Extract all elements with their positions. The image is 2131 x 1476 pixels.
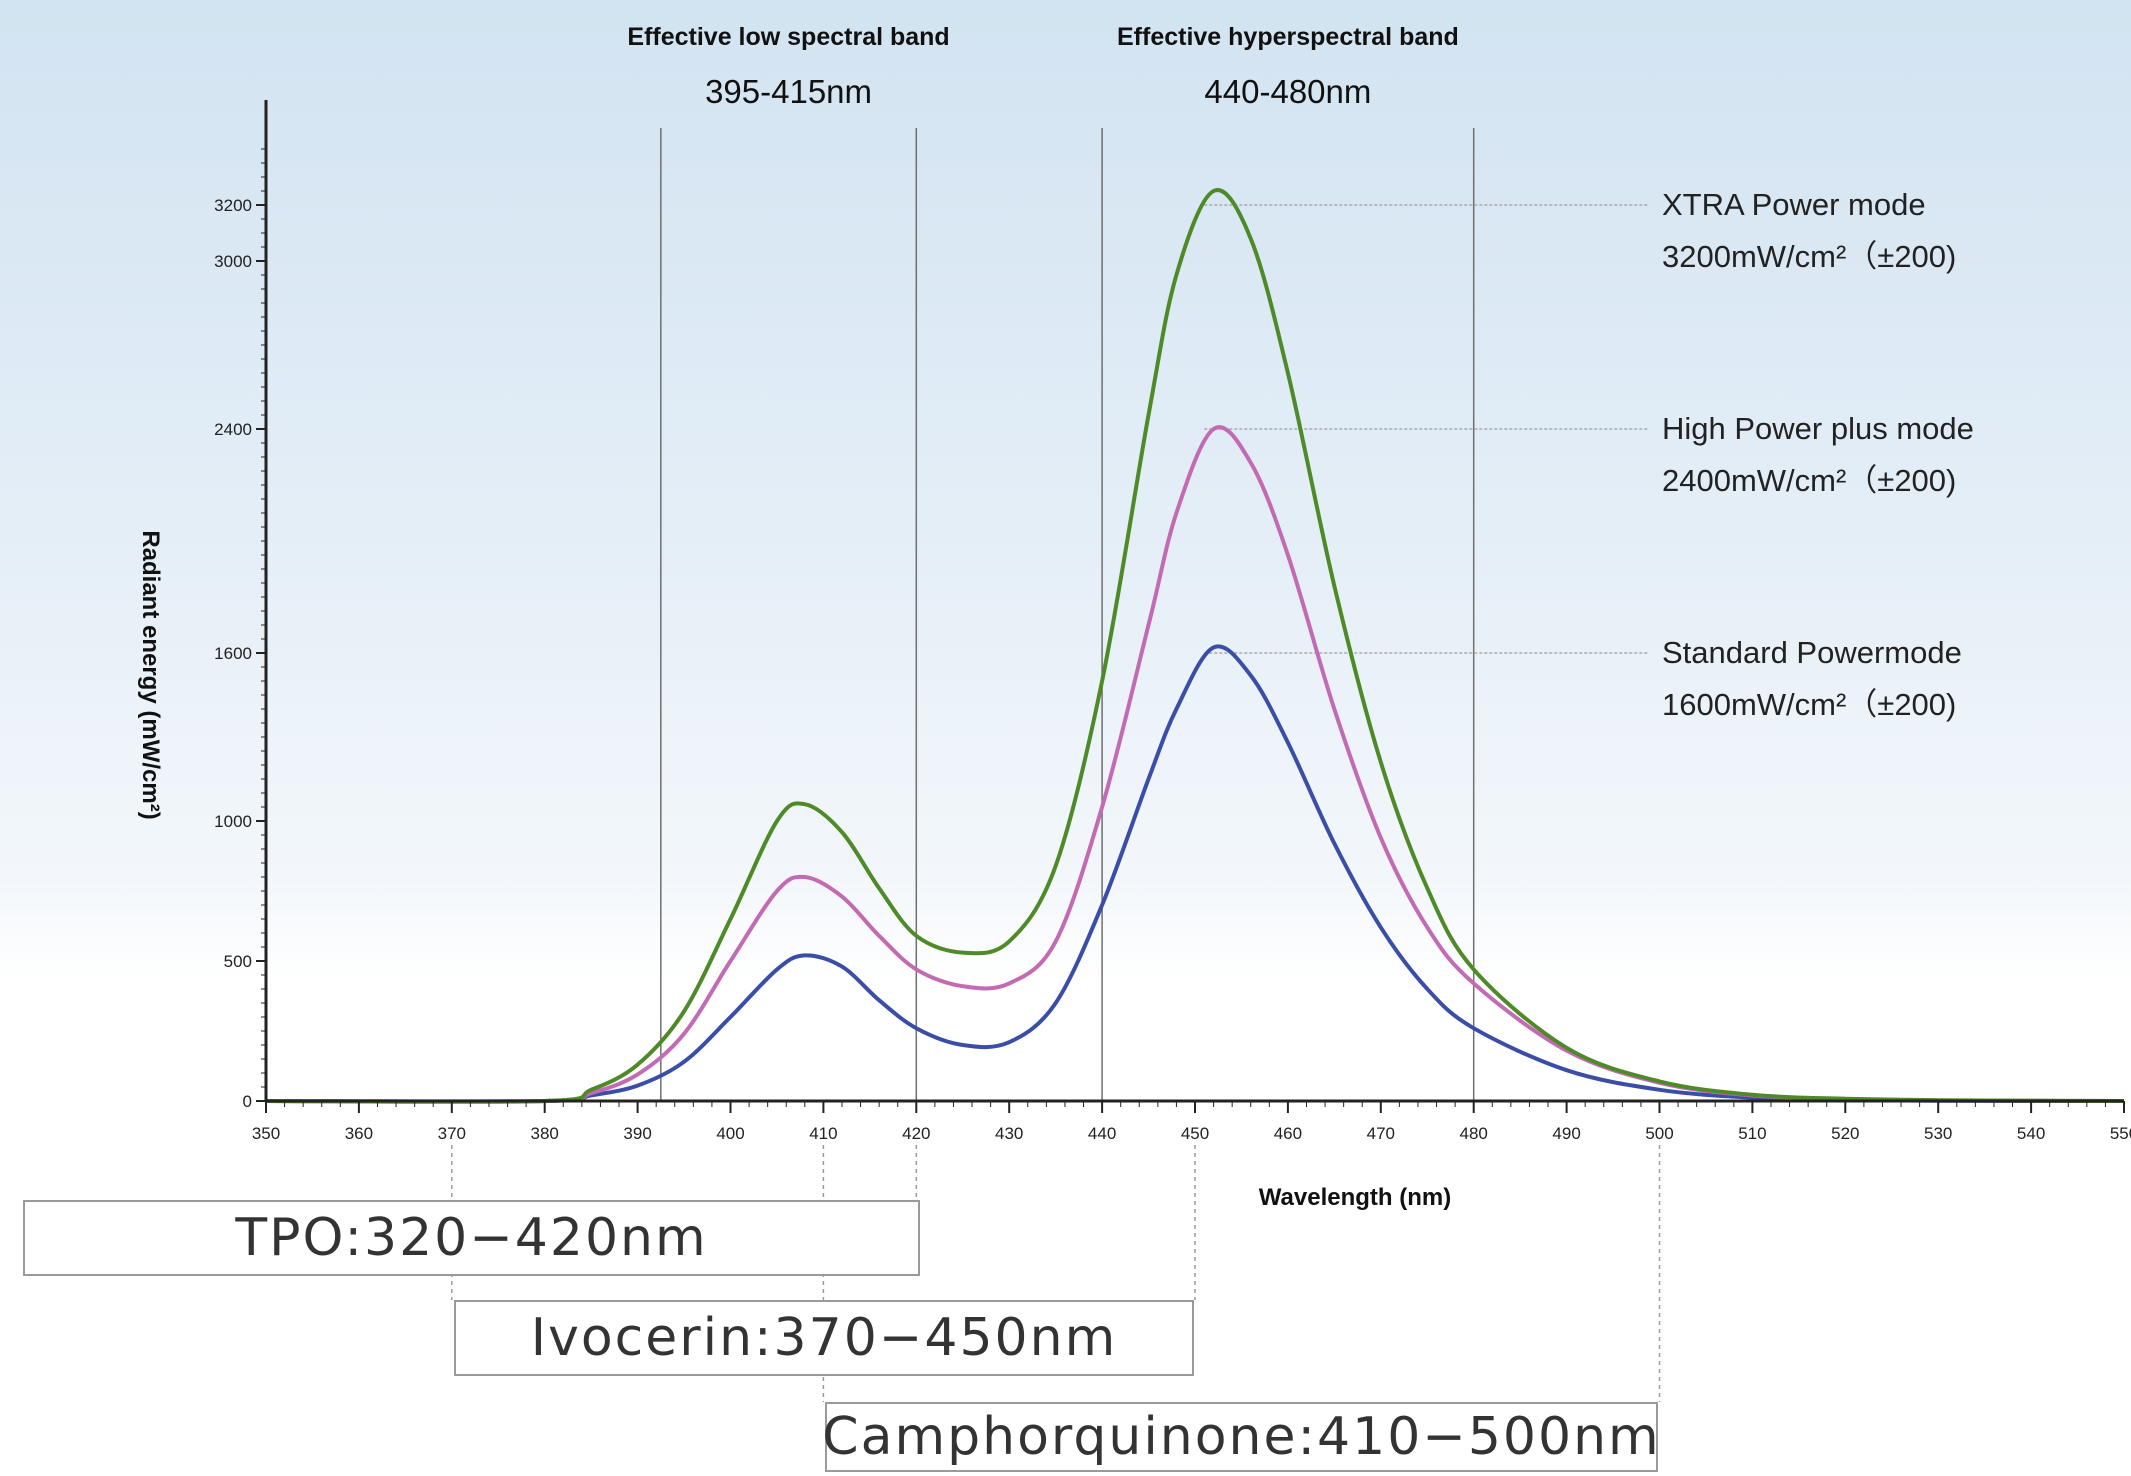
- x-tick-label: 520: [1831, 1124, 1859, 1143]
- y-axis-title: Radiant energy (mW/cm²): [137, 530, 164, 819]
- band-0-range: 395-415nm: [705, 73, 872, 110]
- y-tick-label: 0: [243, 1092, 252, 1111]
- series-line-high-power-plus-mode: [265, 425, 2125, 1104]
- annotation-2-value: 1600mW/cm²（±200): [1662, 687, 1956, 722]
- annotation-leaders: [1204, 204, 1648, 654]
- band-1-range: 440-480nm: [1204, 73, 1371, 110]
- x-tick-label: 350: [252, 1124, 280, 1143]
- y-tick-label: 1000: [214, 812, 252, 831]
- x-tick-label: 490: [1552, 1124, 1580, 1143]
- x-axis-title: Wavelength (nm): [1259, 1184, 1451, 1211]
- x-tick-label: 420: [902, 1124, 930, 1143]
- series-layer: [265, 188, 2125, 1104]
- annotation-0-value: 3200mW/cm²（±200): [1662, 239, 1956, 274]
- x-ticks: 350 360 370 380 390 400 410 420 430 440 450 460 470 4…: [252, 1101, 2131, 1143]
- x-tick-label: 410: [809, 1124, 837, 1143]
- x-tick-label: 380: [531, 1124, 559, 1143]
- x-tick-label: 390: [623, 1124, 651, 1143]
- y-tick-label: 2400: [214, 420, 252, 439]
- band-lines: [660, 128, 1475, 1101]
- x-tick-label: 400: [716, 1124, 744, 1143]
- photoinitiator-box-2: Camphorquinone:410−500nm: [822, 1402, 1659, 1472]
- annotation-2-mode: Standard Powermode: [1662, 635, 1962, 670]
- x-tick-label: 370: [438, 1124, 466, 1143]
- band-labels: Effective low spectral band 395-415nm Effe…: [627, 23, 1458, 110]
- x-tick-label: 510: [1738, 1124, 1766, 1143]
- x-tick-label: 360: [345, 1124, 373, 1143]
- x-tick-label: 430: [995, 1124, 1023, 1143]
- y-ticks: 0 500 1000 1600 2400 3000 3200: [214, 148, 266, 1111]
- x-tick-label: 500: [1645, 1124, 1673, 1143]
- x-tick-label: 530: [1924, 1124, 1952, 1143]
- band-1-title: Effective hyperspectral band: [1117, 23, 1459, 51]
- annotation-labels: XTRA Power mode 3200mW/cm²（±200) High Powe…: [1662, 187, 1974, 722]
- annotation-1-mode: High Power plus mode: [1662, 411, 1974, 446]
- annotation-1-value: 2400mW/cm²（±200): [1662, 463, 1956, 498]
- x-tick-label: 550: [2110, 1124, 2131, 1143]
- y-tick-label: 500: [224, 952, 252, 971]
- y-tick-label: 3200: [214, 196, 252, 215]
- photoinitiator-box-1: Ivocerin:370−450nm: [454, 1300, 1194, 1376]
- x-tick-label: 450: [1181, 1124, 1209, 1143]
- x-tick-label: 480: [1460, 1124, 1488, 1143]
- y-tick-label: 3000: [214, 252, 252, 271]
- series-line-standard-powermode: [265, 644, 2124, 1104]
- x-tick-label: 470: [1367, 1124, 1395, 1143]
- x-tick-label: 540: [2017, 1124, 2045, 1143]
- y-tick-label: 1600: [214, 644, 252, 663]
- band-0-title: Effective low spectral band: [627, 23, 949, 51]
- annotation-0-mode: XTRA Power mode: [1662, 187, 1926, 222]
- x-tick-label: 440: [1088, 1124, 1116, 1143]
- x-tick-label: 460: [1274, 1124, 1302, 1143]
- series-line-xtra-power-mode: [265, 188, 2125, 1104]
- photoinitiator-box-0: TPO:320−420nm: [23, 1200, 920, 1276]
